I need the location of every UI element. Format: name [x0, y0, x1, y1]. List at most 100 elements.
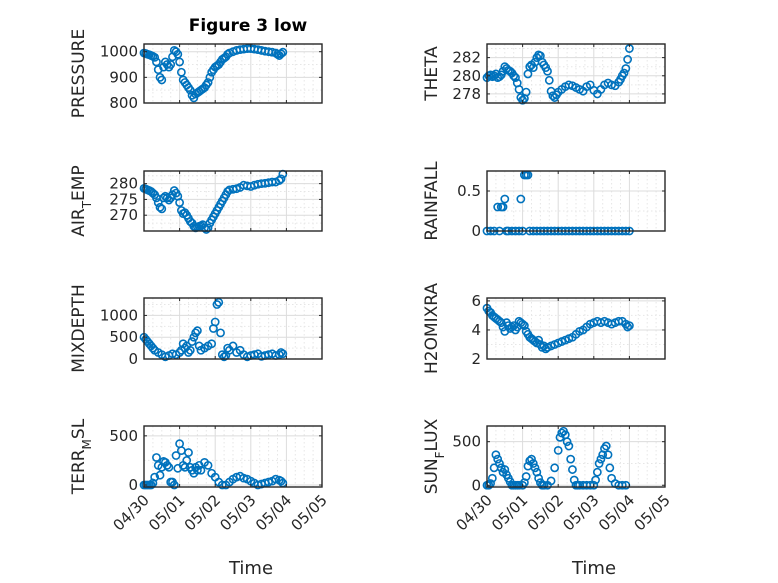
- data-point: [171, 451, 181, 460]
- x-axis-label-right: Time: [571, 558, 616, 579]
- subplot-mixdepth: 0 500 1000 MIXDEPTH: [69, 284, 323, 373]
- data-point: [228, 341, 238, 351]
- y-tick-label: 0: [471, 222, 481, 240]
- y-axis-label: AIRTEMP: [69, 165, 94, 236]
- subplot-h2omixra: 2 4 6 H2OMIXRA: [422, 283, 666, 374]
- data-point: [148, 343, 158, 353]
- data-point: [518, 319, 527, 329]
- data-point: [487, 473, 497, 483]
- data-point: [493, 454, 503, 464]
- data-point: [146, 480, 156, 490]
- data-point: [607, 80, 616, 90]
- data-point: [201, 225, 211, 234]
- data-point: [484, 480, 494, 490]
- data-point: [553, 445, 563, 455]
- data-point: [621, 64, 631, 73]
- data-point: [185, 345, 195, 355]
- x-tick-label: 04/30: [453, 491, 496, 534]
- y-axis-label: SUNFLUX: [422, 418, 447, 494]
- data-point: [153, 198, 163, 207]
- data-point: [525, 62, 535, 72]
- data-point: [264, 477, 273, 487]
- data-point: [217, 480, 227, 490]
- axes-box: [143, 170, 323, 232]
- data-point: [623, 322, 633, 332]
- data-point: [212, 300, 222, 309]
- data-point: [592, 467, 602, 477]
- data-point: [176, 446, 186, 455]
- axes-box: [486, 297, 666, 360]
- data-point: [534, 473, 544, 483]
- x-tick-label: 05/04: [595, 491, 638, 534]
- data-point: [276, 348, 286, 357]
- axes-box: [143, 297, 323, 360]
- data-point: [278, 349, 288, 359]
- data-point: [276, 476, 286, 486]
- y-tick-label: 280: [109, 175, 138, 193]
- x-tick-label: 05/02: [524, 491, 567, 534]
- data-point: [601, 441, 611, 451]
- data-point: [267, 47, 277, 57]
- x-axis-label-left: Time: [228, 558, 273, 579]
- data-point: [155, 470, 165, 480]
- axes-box: [143, 425, 323, 488]
- data-point: [162, 460, 172, 470]
- data-point: [239, 473, 249, 483]
- data-point: [500, 465, 510, 474]
- y-tick-label: 0: [128, 350, 138, 368]
- data-point: [527, 454, 536, 464]
- data-point: [152, 453, 161, 462]
- data-point: [496, 318, 506, 328]
- data-point: [169, 480, 179, 490]
- y-tick-label: 275: [109, 190, 138, 208]
- data-point: [223, 187, 233, 196]
- data-point: [534, 335, 544, 345]
- data-point: [184, 448, 193, 457]
- data-point: [276, 49, 286, 59]
- data-point: [276, 174, 286, 184]
- data-point: [514, 84, 524, 94]
- data-point: [544, 75, 554, 85]
- y-axis-label: TERRMSL: [69, 418, 94, 495]
- data-point: [176, 67, 186, 77]
- y-axis-label: H2OMIXRA: [422, 283, 442, 374]
- data-point: [223, 343, 233, 353]
- data-point: [274, 350, 284, 360]
- data-point: [568, 465, 577, 474]
- data-point: [166, 60, 176, 69]
- data-point: [511, 73, 520, 82]
- y-tick-label: 2: [471, 350, 481, 368]
- y-axis-label: RAINFALL: [422, 161, 442, 241]
- y-tick-label: 4: [471, 321, 481, 339]
- data-point: [491, 450, 501, 460]
- data-point: [173, 49, 183, 59]
- axes-box: [486, 425, 666, 488]
- data-point: [498, 202, 508, 212]
- data-point: [614, 316, 624, 326]
- x-tick-label: 05/01: [145, 491, 188, 534]
- data-point: [182, 456, 192, 465]
- y-tick-label: 0: [128, 476, 138, 494]
- data-point: [518, 95, 527, 105]
- data-point: [528, 63, 538, 72]
- data-point: [523, 69, 533, 79]
- data-point: [271, 474, 281, 484]
- subplot-pressure: 800 900 1000 PRESSURE: [69, 29, 323, 118]
- x-tick-label: 05/01: [488, 491, 531, 534]
- data-point: [196, 465, 206, 475]
- data-point: [152, 57, 161, 67]
- data-point: [493, 202, 503, 212]
- data-point: [187, 337, 197, 346]
- subplot-rainfall: 0 0.5 RAINFALL: [422, 161, 666, 241]
- data-point: [500, 194, 510, 204]
- data-point: [539, 480, 549, 490]
- data-point: [519, 321, 529, 330]
- data-point: [617, 480, 627, 490]
- data-point: [591, 475, 600, 485]
- y-tick-label: 900: [109, 68, 138, 86]
- y-tick-label: 0.5: [457, 182, 481, 200]
